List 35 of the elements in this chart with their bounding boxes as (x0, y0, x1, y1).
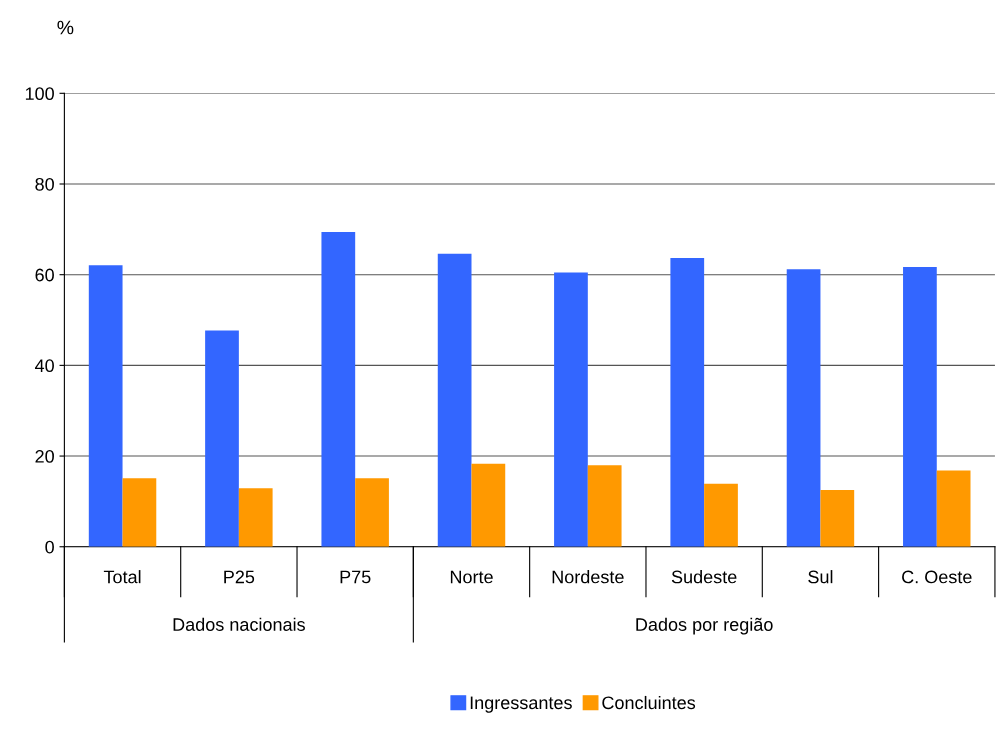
x-tick-label: Norte (450, 570, 493, 584)
y-tick-label: 20 (35, 450, 54, 463)
x-tick-label: Sul (808, 570, 833, 584)
bar (903, 266, 937, 547)
bar (122, 478, 157, 547)
bar (437, 253, 472, 547)
y-tick-label: 40 (35, 359, 54, 373)
bar (205, 330, 239, 547)
bar (88, 265, 123, 547)
x-tick-label: Nordeste (552, 570, 624, 584)
y-tick-label: 80 (35, 177, 54, 191)
bar (471, 463, 506, 547)
x-tick-label: P75 (340, 570, 371, 584)
bar (786, 269, 821, 547)
x-tick-label: C. Oeste (902, 570, 972, 584)
bar (554, 272, 588, 547)
x-tick-label: P25 (224, 570, 255, 584)
x-tick-label: Sudeste (671, 570, 737, 584)
bar (587, 465, 622, 547)
y-tick-label: 60 (35, 268, 54, 282)
bar (704, 483, 738, 547)
bar (820, 490, 855, 547)
x-tick-label: Total (103, 570, 141, 584)
legend-label: Ingressantes (470, 696, 572, 713)
bar (321, 232, 356, 547)
bar (936, 470, 971, 547)
text: Dados nacionais (173, 617, 305, 631)
text: Dados por região (636, 617, 773, 635)
bar (238, 488, 273, 547)
legend-label: Concluintes (602, 695, 696, 710)
y-tick-label: 0 (45, 540, 54, 554)
bar (355, 478, 389, 547)
y-axis-title: % (57, 20, 74, 35)
bar (670, 257, 705, 547)
y-tick-label: 100 (25, 87, 54, 101)
